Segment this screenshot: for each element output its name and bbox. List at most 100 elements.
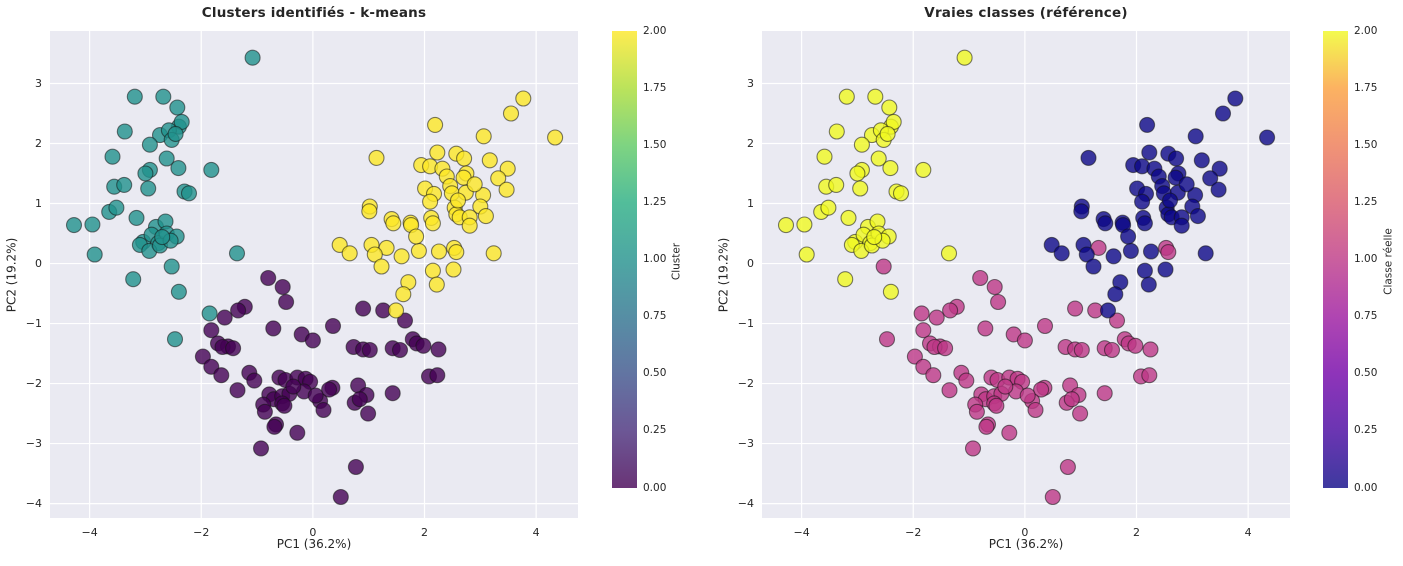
- data-point: [547, 129, 564, 146]
- y-tick-label: −3: [25, 436, 42, 450]
- data-point: [1019, 387, 1036, 404]
- colorbar-tick-label: 1.25: [1354, 195, 1378, 208]
- data-point: [347, 458, 364, 476]
- data-point: [1059, 458, 1076, 476]
- data-point: [1033, 381, 1050, 398]
- y-tick-label: −1: [737, 316, 754, 330]
- x-tick-label: 0: [309, 526, 317, 539]
- data-point: [230, 302, 247, 319]
- data-point: [475, 128, 492, 145]
- data-point: [396, 312, 414, 329]
- colorbar-tick-label: 0.75: [643, 310, 667, 323]
- data-point: [968, 403, 985, 420]
- colorbar-tick-label: 0.50: [643, 367, 667, 380]
- data-point: [853, 136, 870, 153]
- data-point: [1016, 332, 1033, 349]
- colorbar-tick-label: 1.75: [1354, 81, 1378, 94]
- data-point: [1134, 193, 1151, 210]
- data-point: [1202, 170, 1219, 187]
- data-point: [424, 215, 441, 232]
- data-point: [86, 246, 103, 263]
- data-point: [1193, 152, 1210, 169]
- data-point: [840, 209, 857, 226]
- data-point: [285, 378, 302, 395]
- data-point: [387, 302, 405, 319]
- colorbar-tick-label: 1.00: [1354, 253, 1378, 265]
- data-point: [428, 276, 445, 293]
- data-point: [1141, 367, 1158, 384]
- data-point: [879, 125, 896, 142]
- data-point: [882, 160, 899, 177]
- data-point: [1187, 128, 1204, 145]
- data-point: [498, 181, 515, 198]
- data-point: [180, 185, 198, 202]
- y-tick-label: −4: [737, 496, 754, 510]
- data-point: [1189, 208, 1206, 225]
- data-point: [502, 105, 520, 122]
- colorbar-tick-label: 1.75: [643, 81, 667, 94]
- colorbar-tick-label: 2.00: [1354, 24, 1378, 37]
- data-point: [1136, 262, 1153, 279]
- panel-kmeans-x-axis-label: PC1 (36.2%): [276, 537, 352, 551]
- data-point: [408, 228, 425, 245]
- data-point: [777, 217, 795, 234]
- data-point: [515, 90, 532, 107]
- data-point: [990, 293, 1007, 311]
- y-tick-label: −1: [25, 316, 42, 330]
- data-point: [964, 440, 982, 457]
- data-point: [415, 337, 432, 354]
- data-point: [225, 340, 242, 357]
- colorbar-tick-label: 1.00: [643, 253, 667, 265]
- data-point: [1036, 317, 1054, 335]
- data-point: [1197, 245, 1214, 262]
- data-point: [341, 245, 358, 262]
- data-point: [477, 208, 494, 225]
- y-tick-label: 0: [747, 256, 754, 270]
- data-point: [1001, 424, 1018, 441]
- data-point: [116, 123, 133, 140]
- data-point: [424, 262, 441, 279]
- x-tick-label: 0: [1021, 526, 1029, 539]
- data-point: [246, 372, 263, 389]
- data-point: [128, 209, 145, 226]
- data-point: [154, 229, 171, 246]
- data-point: [203, 322, 220, 339]
- data-point: [108, 199, 125, 216]
- data-point: [1085, 258, 1102, 275]
- y-tick-label: −3: [737, 436, 754, 450]
- data-point: [265, 320, 282, 337]
- data-point: [1099, 302, 1117, 319]
- data-point: [321, 381, 338, 398]
- data-point: [427, 116, 444, 133]
- data-point: [1161, 192, 1179, 209]
- colorbar-tick-label: 0.00: [1354, 481, 1378, 494]
- panel-kmeans-title: Clusters identifiés - k-means: [201, 5, 427, 21]
- data-point: [1210, 181, 1227, 198]
- x-tick-label: 4: [1244, 526, 1252, 539]
- data-point: [166, 331, 184, 348]
- data-point: [244, 49, 261, 66]
- data-point: [170, 283, 187, 300]
- data-point: [1063, 391, 1080, 408]
- data-point: [445, 261, 462, 278]
- data-point: [332, 488, 349, 506]
- data-point: [925, 367, 942, 384]
- data-point: [391, 341, 409, 359]
- data-point: [384, 385, 401, 402]
- data-point: [816, 148, 833, 165]
- y-tick-label: −4: [25, 496, 42, 510]
- data-point: [430, 341, 447, 358]
- colorbar-classe-reelle: [1323, 31, 1348, 488]
- data-point: [499, 160, 516, 177]
- data-point: [410, 242, 427, 259]
- data-point: [1214, 105, 1232, 122]
- data-point: [1211, 160, 1228, 177]
- data-point: [928, 309, 945, 326]
- data-point: [1044, 488, 1061, 506]
- data-point: [1073, 341, 1090, 359]
- data-point: [1103, 341, 1121, 359]
- data-point: [838, 88, 855, 105]
- x-tick-label: 4: [532, 526, 540, 539]
- data-point: [1073, 203, 1090, 220]
- data-point: [228, 245, 246, 262]
